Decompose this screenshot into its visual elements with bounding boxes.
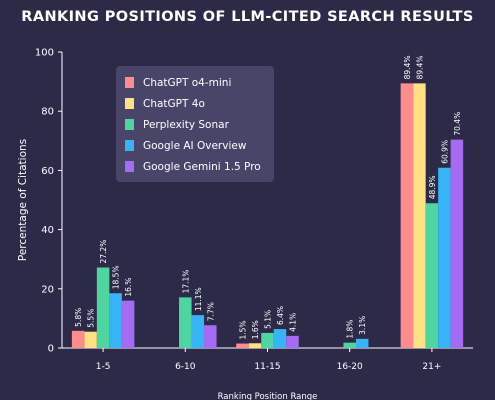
- y-tick-label: 60: [41, 166, 54, 177]
- y-tick-label: 80: [41, 107, 54, 118]
- bar: [248, 343, 262, 348]
- legend-item-google-gemini-1-5-pro: Google Gemini 1.5 Pro: [125, 156, 274, 177]
- bar-value-label: 11.1%: [194, 287, 203, 311]
- bar: [71, 330, 85, 348]
- legend-swatch: [125, 140, 134, 151]
- bar: [191, 315, 205, 348]
- bar: [109, 293, 122, 348]
- y-tick-label: 0: [48, 344, 54, 355]
- bar-value-label: 18.5%: [112, 265, 121, 289]
- bar-value-label: 89.4%: [403, 56, 412, 80]
- bar-value-label: 3.1%: [358, 316, 367, 335]
- y-tick-label: 100: [35, 48, 54, 59]
- bar: [179, 297, 192, 348]
- bar: [261, 332, 274, 348]
- bar-value-label: 1.6%: [251, 320, 260, 339]
- bar: [400, 83, 414, 348]
- legend-label: ChatGPT 4o: [143, 97, 205, 110]
- y-tick-label: 40: [41, 225, 54, 236]
- bar-value-label: 17.1%: [181, 270, 190, 294]
- x-tick-label: 11-15: [254, 362, 280, 372]
- bar: [343, 342, 356, 348]
- bar-value-label: 4.1%: [289, 313, 298, 332]
- legend-label: Perplexity Sonar: [143, 118, 229, 131]
- legend: ChatGPT o4-mini ChatGPT 4o Perplexity So…: [116, 66, 274, 182]
- bar-value-label: 6.4%: [276, 306, 285, 325]
- legend-swatch: [125, 119, 134, 130]
- legend-item-chatgpt-4o: ChatGPT 4o: [125, 93, 274, 114]
- legend-label: Google AI Overview: [143, 139, 247, 152]
- x-tick-label: 6-10: [175, 362, 196, 372]
- y-tick-label: 20: [41, 284, 54, 295]
- bar-value-label: 48.9%: [428, 175, 437, 199]
- x-tick-label: 16-20: [337, 362, 363, 372]
- bar: [121, 300, 135, 348]
- x-tick-label: 1-5: [96, 362, 111, 372]
- bar-value-label: 60.9%: [440, 140, 449, 164]
- bar: [438, 167, 451, 348]
- bar: [286, 335, 299, 348]
- y-axis-title: Percentage of Citations: [17, 139, 29, 261]
- bar-value-label: 7.7%: [206, 302, 215, 321]
- legend-swatch: [125, 98, 134, 109]
- x-axis-title: Ranking Position Range: [218, 392, 318, 400]
- legend-swatch: [125, 77, 134, 88]
- bar: [355, 338, 369, 348]
- legend-item-google-ai-overview: Google AI Overview: [125, 135, 274, 156]
- bar-value-label: 27.2%: [99, 240, 108, 264]
- legend-label: Google Gemini 1.5 Pro: [143, 160, 261, 173]
- bar-value-label: 1.8%: [346, 320, 355, 339]
- bar-value-label: 5.5%: [87, 309, 96, 328]
- legend-swatch: [125, 161, 134, 172]
- legend-item-chatgpt-o4-mini: ChatGPT o4-mini: [125, 72, 274, 93]
- bar: [96, 267, 110, 348]
- x-tick-label: 21+: [422, 362, 441, 372]
- bar-value-label: 5.8%: [74, 308, 83, 327]
- bar: [236, 343, 249, 348]
- bar: [204, 325, 217, 348]
- bar: [425, 203, 439, 348]
- bar: [84, 331, 97, 348]
- bar-value-label: 1.5%: [239, 320, 248, 339]
- bar: [450, 139, 464, 348]
- bar: [273, 329, 287, 348]
- bar-value-label: 5.1%: [264, 310, 273, 329]
- bar-value-label: 16.%: [124, 278, 133, 297]
- bar-value-label: 70.4%: [453, 112, 462, 136]
- bar: [413, 83, 426, 348]
- bar-value-label: 89.4%: [415, 56, 424, 80]
- legend-item-perplexity-sonar: Perplexity Sonar: [125, 114, 274, 135]
- chart-title: RANKING POSITIONS OF LLM-CITED SEARCH RE…: [21, 9, 474, 25]
- legend-label: ChatGPT o4-mini: [143, 76, 232, 89]
